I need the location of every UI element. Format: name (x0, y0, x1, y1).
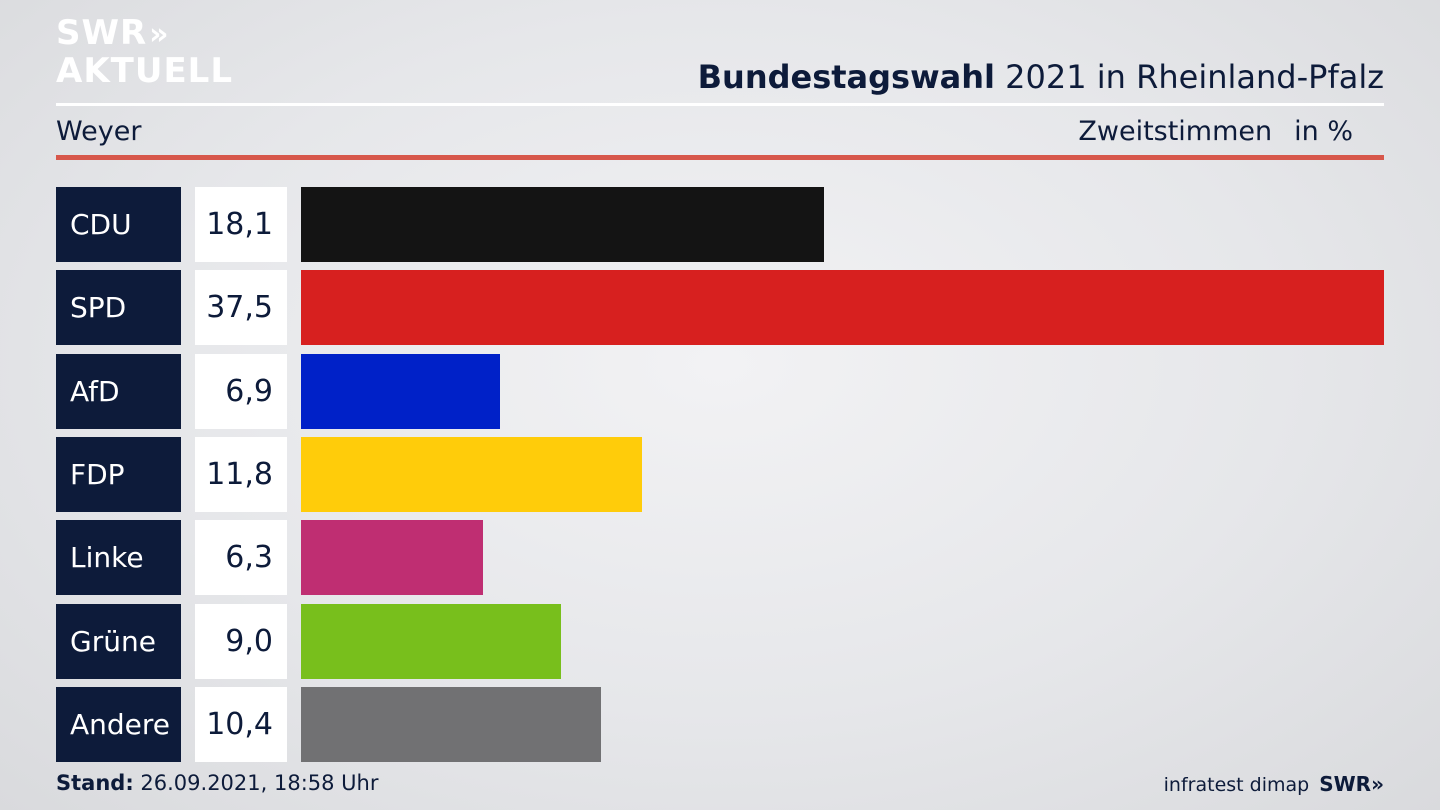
party-label: Linke (56, 520, 181, 595)
value-label: 37,5 (195, 270, 287, 345)
value-label: 6,3 (195, 520, 287, 595)
party-label: FDP (56, 437, 181, 512)
logo-chevrons-icon: » (149, 17, 169, 52)
logo-aktuell-text: AKTUELL (56, 51, 234, 91)
header-divider (56, 103, 1384, 106)
party-label: CDU (56, 187, 181, 262)
bar-row: SPD 37,5 (56, 270, 1384, 345)
bar-row: Grüne 9,0 (56, 604, 1384, 679)
bar (301, 354, 500, 429)
timestamp: Stand: 26.09.2021, 18:58 Uhr (56, 771, 379, 795)
unit-label: in % (1294, 116, 1353, 147)
measure-name: Zweitstimmen (1078, 116, 1273, 147)
value-label: 11,8 (195, 437, 287, 512)
party-label: Andere (56, 687, 181, 762)
value-label: 9,0 (195, 604, 287, 679)
timestamp-label: Stand: (56, 771, 134, 795)
bar-chart: CDU 18,1 SPD 37,5 AfD 6,9 FDP 11,8 Linke 6,3 Grüne… (56, 187, 1384, 763)
bar-row: AfD 6,9 (56, 354, 1384, 429)
value-label: 10,4 (195, 687, 287, 762)
bar (301, 187, 824, 262)
location-label: Weyer (56, 116, 142, 147)
bar-row: FDP 11,8 (56, 437, 1384, 512)
source-credit: infratest dimap SWR» (1164, 772, 1384, 796)
bar (301, 687, 601, 762)
bar-row: Linke 6,3 (56, 520, 1384, 595)
bar-row: Andere 10,4 (56, 687, 1384, 762)
measure-label: Zweitstimmen in % (1078, 116, 1353, 147)
swr-brand-icon: SWR» (1319, 772, 1384, 796)
value-label: 18,1 (195, 187, 287, 262)
party-label: SPD (56, 270, 181, 345)
swr-aktuell-logo: SWR» AKTUELL (56, 13, 232, 90)
chart-title-rest: 2021 in Rheinland-Pfalz (995, 58, 1384, 96)
party-label: Grüne (56, 604, 181, 679)
bar (301, 270, 1384, 345)
value-label: 6,9 (195, 354, 287, 429)
bar (301, 520, 483, 595)
bar (301, 604, 561, 679)
party-label: AfD (56, 354, 181, 429)
source-label: infratest dimap (1163, 774, 1310, 796)
logo-swr-text: SWR (56, 13, 148, 53)
bar (301, 437, 642, 512)
timestamp-value: 26.09.2021, 18:58 Uhr (133, 771, 379, 795)
accent-divider (56, 155, 1384, 160)
chart-title: Bundestagswahl 2021 in Rheinland-Pfalz (698, 58, 1384, 96)
chart-title-bold: Bundestagswahl (697, 58, 995, 96)
bar-row: CDU 18,1 (56, 187, 1384, 262)
